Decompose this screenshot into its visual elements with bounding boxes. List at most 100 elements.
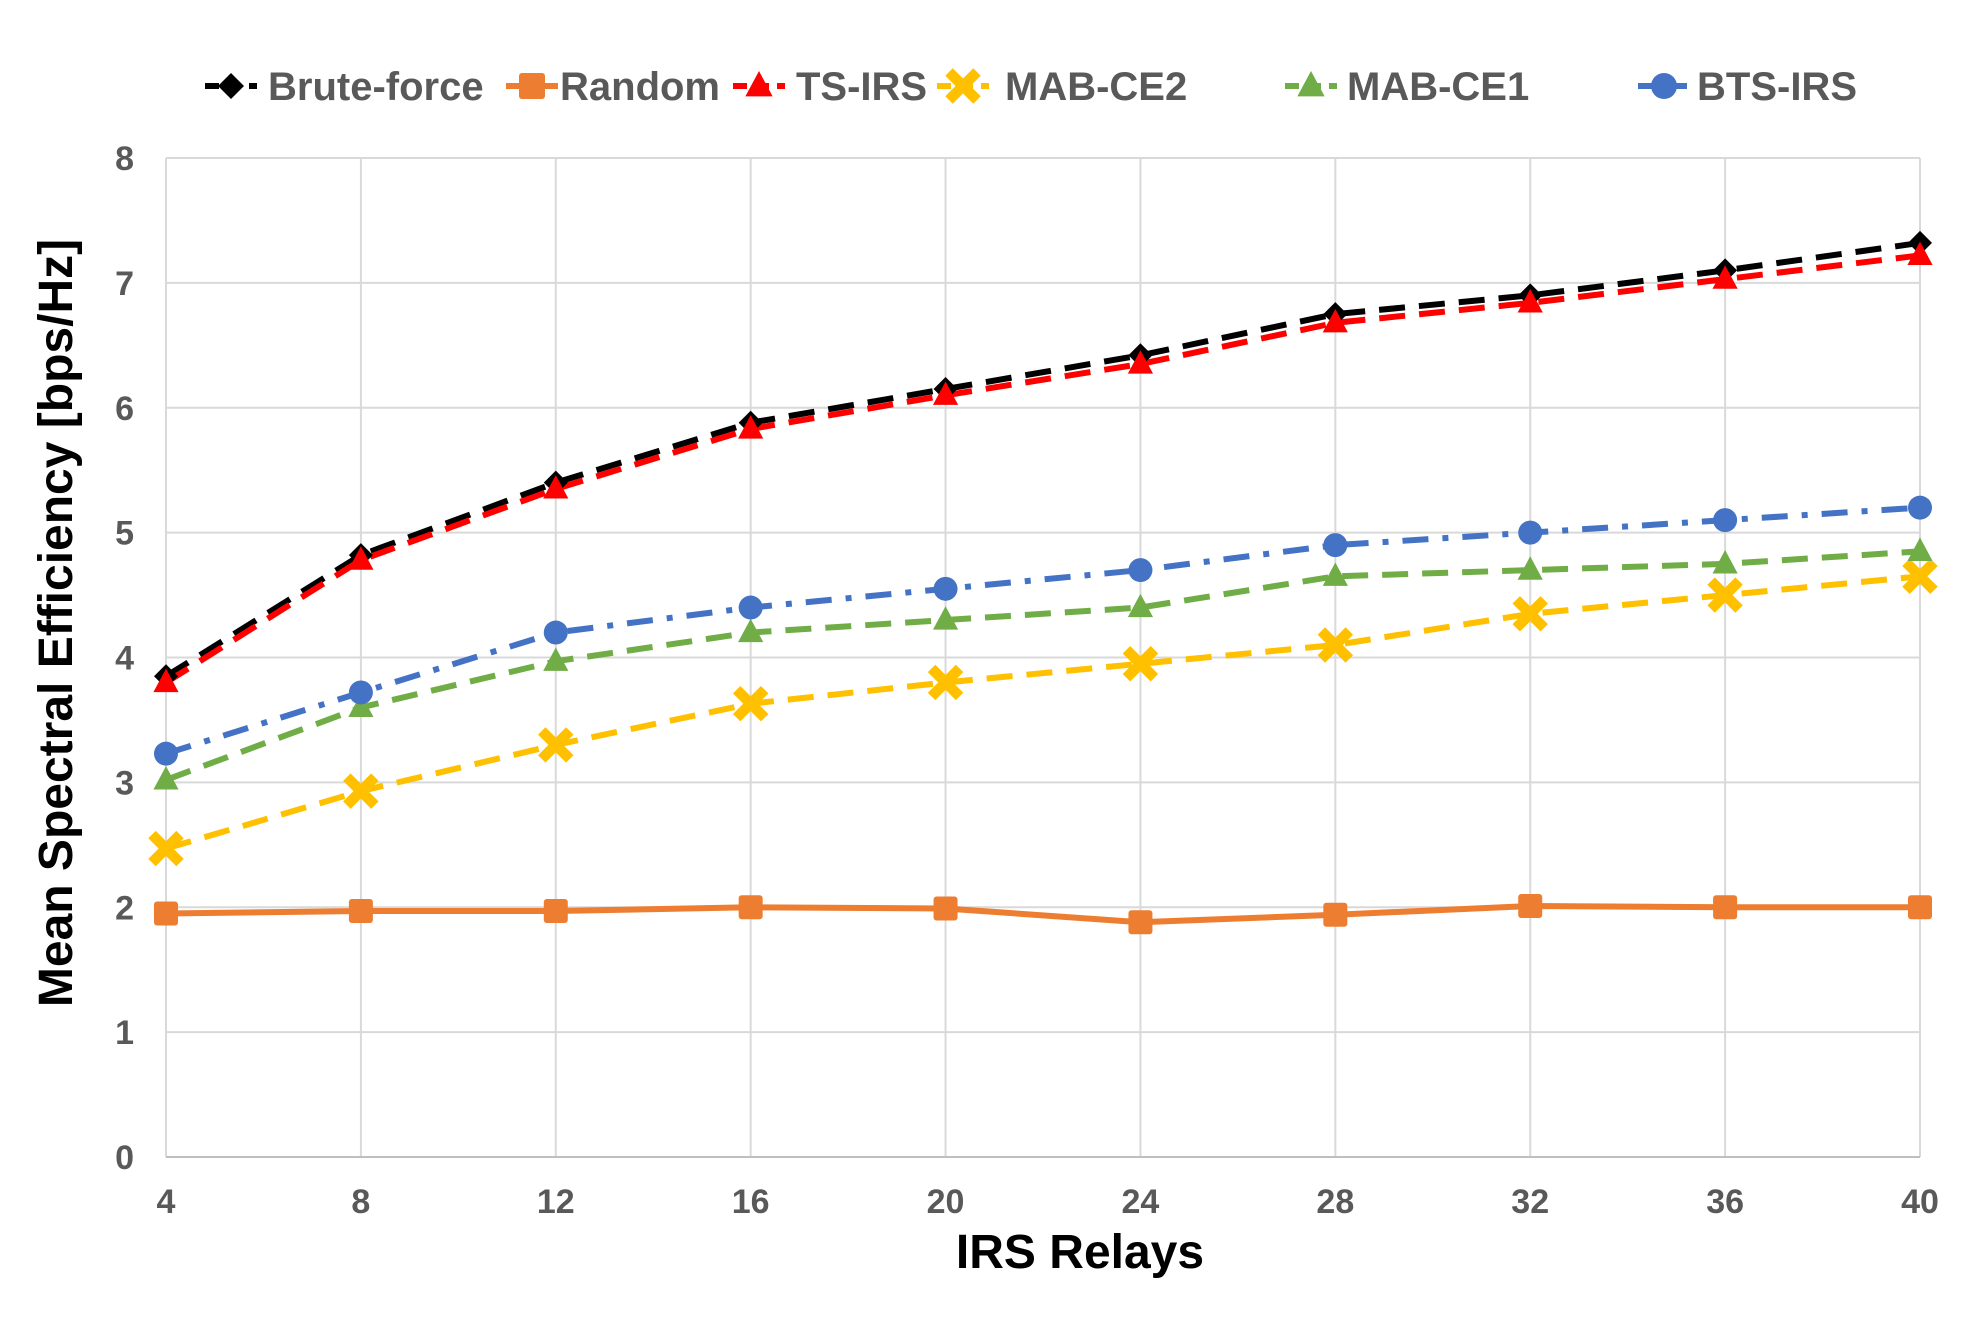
- data-point-bts-irs: [738, 595, 763, 620]
- data-point-bts-irs: [543, 620, 568, 645]
- data-point-mab-ce2: [1707, 577, 1743, 613]
- legend-label-brute-force: Brute-force: [268, 65, 484, 109]
- data-point-bts-irs: [1323, 533, 1348, 558]
- data-point-mab-ce2: [1122, 646, 1159, 682]
- data-point-random: [543, 898, 568, 923]
- data-point-bts-irs: [1908, 495, 1932, 520]
- y-tick-label: 4: [115, 640, 134, 678]
- data-point-mab-ce1: [348, 693, 374, 718]
- data-point-mab-ce1: [1907, 537, 1933, 561]
- legend-label-bts-irs: BTS-IRS: [1697, 65, 1857, 109]
- data-point-mab-ce1: [932, 606, 959, 630]
- series-lines: [164, 239, 1921, 926]
- legend-marker-random: [519, 73, 545, 99]
- data-point-mab-ce1: [1322, 562, 1348, 586]
- legend-item-bts-irs: BTS-IRS: [1638, 65, 1857, 109]
- data-point-random: [933, 896, 958, 921]
- legend-label-random: Random: [560, 65, 720, 109]
- series-line-random: [165, 903, 1920, 926]
- legend-item-brute-force: Brute-force: [205, 65, 484, 109]
- data-point-ts-irs: [348, 546, 374, 570]
- data-point-bts-irs: [1713, 508, 1738, 533]
- data-point-random: [348, 898, 373, 923]
- data-point-ts-irs: [1127, 350, 1154, 374]
- legend-item-random: Random: [506, 65, 720, 109]
- data-point-random: [1128, 910, 1153, 935]
- legend-item-mab-ce1: MAB-CE1: [1285, 65, 1529, 109]
- legend-item-mab-ce2: MAB-CE2: [937, 65, 1187, 109]
- grid: [165, 157, 1921, 1158]
- y-tick-label: 2: [115, 889, 134, 927]
- data-point-ts-irs: [932, 381, 959, 405]
- data-point-mab-ce2: [1512, 596, 1548, 632]
- data-point-ts-irs: [1517, 289, 1543, 313]
- data-point-bts-irs: [1518, 520, 1543, 545]
- legend-label-ts-irs: TS-IRS: [796, 65, 927, 109]
- legend-marker-ts-irs: [745, 71, 773, 97]
- data-point-mab-ce1: [1127, 593, 1154, 618]
- data-point-ts-irs: [153, 668, 179, 693]
- data-point-random: [1713, 895, 1738, 920]
- data-point-mab-ce2: [927, 664, 964, 701]
- legend-marker-mab-ce2: [945, 68, 981, 104]
- y-tick-label: 0: [115, 1139, 134, 1177]
- x-tick-label: 12: [537, 1183, 575, 1221]
- data-point-random: [1323, 902, 1348, 927]
- y-tick-label: 3: [115, 764, 134, 802]
- data-point-mab-ce2: [343, 773, 379, 809]
- data-point-bts-irs: [1128, 558, 1153, 583]
- x-tick-label: 28: [1316, 1183, 1354, 1221]
- data-point-mab-ce1: [738, 618, 764, 643]
- x-axis-title: IRS Relays: [956, 1226, 1204, 1279]
- data-point-mab-ce2: [1317, 627, 1354, 663]
- y-axis-title: Mean Spectral Efficiency [bps/Hz]: [30, 239, 83, 1007]
- x-tick-label: 8: [351, 1183, 370, 1221]
- data-point-mab-ce1: [543, 647, 569, 671]
- y-tick-label: 5: [115, 515, 134, 553]
- legend-item-ts-irs: TS-IRS: [733, 65, 927, 109]
- data-point-ts-irs: [543, 475, 569, 499]
- legend-marker-brute-force: [218, 73, 244, 99]
- x-tick-label: 40: [1901, 1183, 1939, 1221]
- data-point-bts-irs: [348, 680, 373, 705]
- legend-label-mab-ce2: MAB-CE2: [1005, 65, 1187, 109]
- x-tick-label: 32: [1511, 1183, 1549, 1221]
- legend-marker-bts-irs: [1651, 73, 1677, 99]
- data-point-random: [1908, 895, 1932, 920]
- data-point-ts-irs: [1907, 241, 1933, 266]
- legend-marker-mab-ce1: [1297, 71, 1325, 97]
- x-tick-label: 4: [157, 1183, 176, 1221]
- data-point-mab-ce1: [1712, 550, 1738, 574]
- data-point-mab-ce2: [538, 727, 574, 763]
- data-point-random: [154, 901, 178, 926]
- data-point-bts-irs: [154, 741, 178, 766]
- data-point-random: [1518, 894, 1543, 919]
- series-line-mab-ce2: [165, 573, 1921, 852]
- y-tick-label: 8: [115, 140, 134, 178]
- data-point-bts-irs: [933, 576, 958, 601]
- x-tick-label: 24: [1122, 1183, 1160, 1221]
- data-point-mab-ce2: [1902, 558, 1938, 595]
- data-point-mab-ce2: [732, 685, 769, 722]
- data-point-random: [738, 895, 763, 920]
- data-point-ts-irs: [738, 415, 764, 439]
- y-tick-label: 6: [115, 390, 134, 428]
- y-tick-label: 7: [115, 265, 134, 303]
- data-point-mab-ce2: [148, 830, 184, 867]
- data-point-ts-irs: [1322, 309, 1348, 333]
- series-line-brute-force: [164, 239, 1921, 679]
- data-point-mab-ce1: [153, 766, 179, 790]
- data-point-ts-irs: [1712, 265, 1738, 289]
- series-line-ts-irs: [164, 252, 1921, 686]
- y-tick-label: 1: [115, 1014, 134, 1052]
- series-line-mab-ce1: [164, 548, 1921, 783]
- x-tick-label: 20: [927, 1183, 965, 1221]
- x-tick-label: 36: [1706, 1183, 1744, 1221]
- data-point-mab-ce1: [1517, 556, 1543, 580]
- series-markers: [148, 230, 1938, 935]
- legend: Brute-force Random TS-IRS MAB-CE2 MAB-CE1 BTS…: [205, 65, 1857, 109]
- x-tick-label: 16: [732, 1183, 770, 1221]
